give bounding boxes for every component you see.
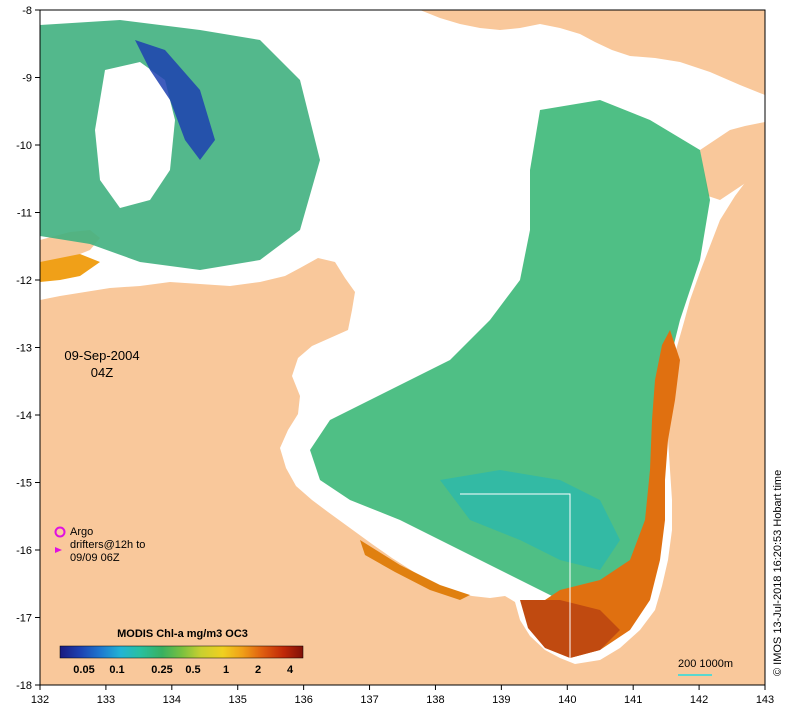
x-axis-ticks: 132 133 134 135 136 137 138 139 140 141 142 143 bbox=[31, 685, 774, 706]
y-tick-label: -12 bbox=[16, 275, 32, 287]
colorbar-tick-label: 4 bbox=[286, 664, 294, 676]
chl-low-western bbox=[135, 40, 215, 160]
colorbar-tick-label: 0.05 bbox=[73, 664, 95, 676]
land-cape-york bbox=[700, 122, 765, 200]
x-tick-label: 133 bbox=[97, 694, 115, 706]
x-tick-label: 141 bbox=[624, 694, 642, 706]
x-tick-label: 132 bbox=[31, 694, 49, 706]
colorbar bbox=[59, 645, 304, 659]
chl-patch-gulf bbox=[310, 100, 710, 610]
date-value: 09-Sep-2004 bbox=[64, 348, 140, 363]
chl-mid-gulf bbox=[440, 470, 620, 570]
argo-label: Argo bbox=[70, 526, 94, 538]
x-tick-label: 140 bbox=[558, 694, 576, 706]
date-label: 09-Sep-2004 04Z bbox=[57, 347, 147, 381]
x-tick-label: 135 bbox=[229, 694, 247, 706]
y-tick-label: -10 bbox=[16, 140, 32, 152]
cloud-patch-west bbox=[95, 62, 175, 208]
chl-high-southwest bbox=[360, 540, 470, 600]
x-tick-label: 138 bbox=[426, 694, 444, 706]
land-northern-territory bbox=[40, 160, 765, 685]
drifters-label-line1: drifters@12h to bbox=[70, 539, 146, 551]
colorbar-tick-label: 0.1 bbox=[109, 664, 125, 676]
colorbar-tick-label: 0.25 bbox=[151, 664, 173, 676]
y-tick-label: -17 bbox=[16, 613, 32, 625]
x-tick-label: 139 bbox=[492, 694, 510, 706]
x-tick-label: 142 bbox=[690, 694, 708, 706]
x-tick-label: 134 bbox=[163, 694, 181, 706]
land-new-guinea bbox=[420, 10, 765, 95]
x-tick-label: 137 bbox=[360, 694, 378, 706]
colorbar-title: MODIS Chl-a mg/m3 OC3 bbox=[117, 628, 248, 640]
y-tick-label: -15 bbox=[16, 478, 32, 490]
credit-text: © IMOS 13-Jul-2018 16:20:53 Hobart time bbox=[772, 469, 784, 676]
y-tick-label: -9 bbox=[22, 73, 32, 85]
drifter-marker-icon bbox=[55, 547, 62, 553]
argo-legend: Argo drifters@12h to 09/09 06Z bbox=[70, 526, 145, 565]
x-tick-label: 136 bbox=[294, 694, 312, 706]
scale-label: 200 1000m bbox=[678, 658, 734, 670]
y-axis-ticks: -8 -9 -10 -11 -12 -13 -14 -15 -16 -17 -18 bbox=[16, 5, 40, 692]
argo-marker-icon bbox=[54, 526, 66, 538]
chl-high-west-coast bbox=[40, 254, 100, 282]
y-tick-label: -14 bbox=[16, 410, 32, 422]
colorbar-tick-label: 2 bbox=[254, 664, 262, 676]
y-tick-label: -18 bbox=[16, 680, 32, 692]
isobath-200m bbox=[460, 493, 571, 660]
colorbar-tick-label: 1 bbox=[222, 664, 230, 676]
y-tick-label: -13 bbox=[16, 343, 32, 355]
y-tick-label: -11 bbox=[17, 208, 32, 220]
chl-high-coastal-east bbox=[530, 330, 680, 658]
y-tick-label: -16 bbox=[16, 545, 32, 557]
time-value: 04Z bbox=[90, 365, 114, 380]
drifters-label-line2: 09/09 06Z bbox=[70, 552, 120, 564]
y-tick-label: -8 bbox=[22, 5, 32, 17]
x-tick-label: 143 bbox=[756, 694, 774, 706]
colorbar-tick-label: 0.5 bbox=[185, 664, 201, 676]
